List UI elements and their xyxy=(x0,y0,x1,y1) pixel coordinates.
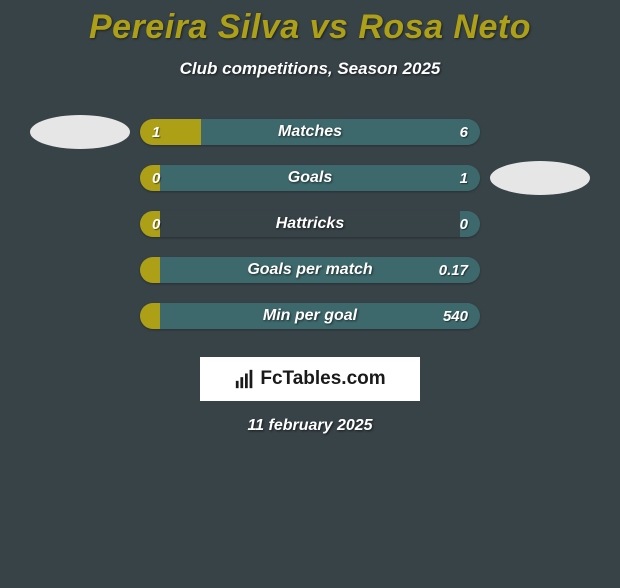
team-logo-right xyxy=(490,161,590,195)
logo-slot-right xyxy=(480,161,600,195)
comparison-chart: 16Matches 01Goals 00Hattricks 0.17Goals per… xyxy=(0,109,620,339)
subtitle: Club competitions, Season 2025 xyxy=(0,59,620,79)
logo-slot-left xyxy=(20,115,140,149)
stat-bar: 00Hattricks xyxy=(140,211,480,237)
stat-label: Goals xyxy=(140,165,480,191)
stat-label: Matches xyxy=(140,119,480,145)
stat-row: 00Hattricks xyxy=(0,201,620,247)
brand-box[interactable]: FcTables.com xyxy=(200,357,420,401)
stat-row: 0.17Goals per match xyxy=(0,247,620,293)
stat-row: 01Goals xyxy=(0,155,620,201)
date-line: 11 february 2025 xyxy=(0,417,620,435)
stat-label: Goals per match xyxy=(140,257,480,283)
stat-bar: 540Min per goal xyxy=(140,303,480,329)
stat-bar: 0.17Goals per match xyxy=(140,257,480,283)
team-logo-left xyxy=(30,115,130,149)
brand-chart-icon xyxy=(234,368,256,390)
page-title: Pereira Silva vs Rosa Neto xyxy=(0,8,620,47)
stat-label: Hattricks xyxy=(140,211,480,237)
stat-row: 540Min per goal xyxy=(0,293,620,339)
stat-row: 16Matches xyxy=(0,109,620,155)
stat-label: Min per goal xyxy=(140,303,480,329)
stat-bar: 16Matches xyxy=(140,119,480,145)
brand-text: FcTables.com xyxy=(260,368,385,390)
stat-bar: 01Goals xyxy=(140,165,480,191)
